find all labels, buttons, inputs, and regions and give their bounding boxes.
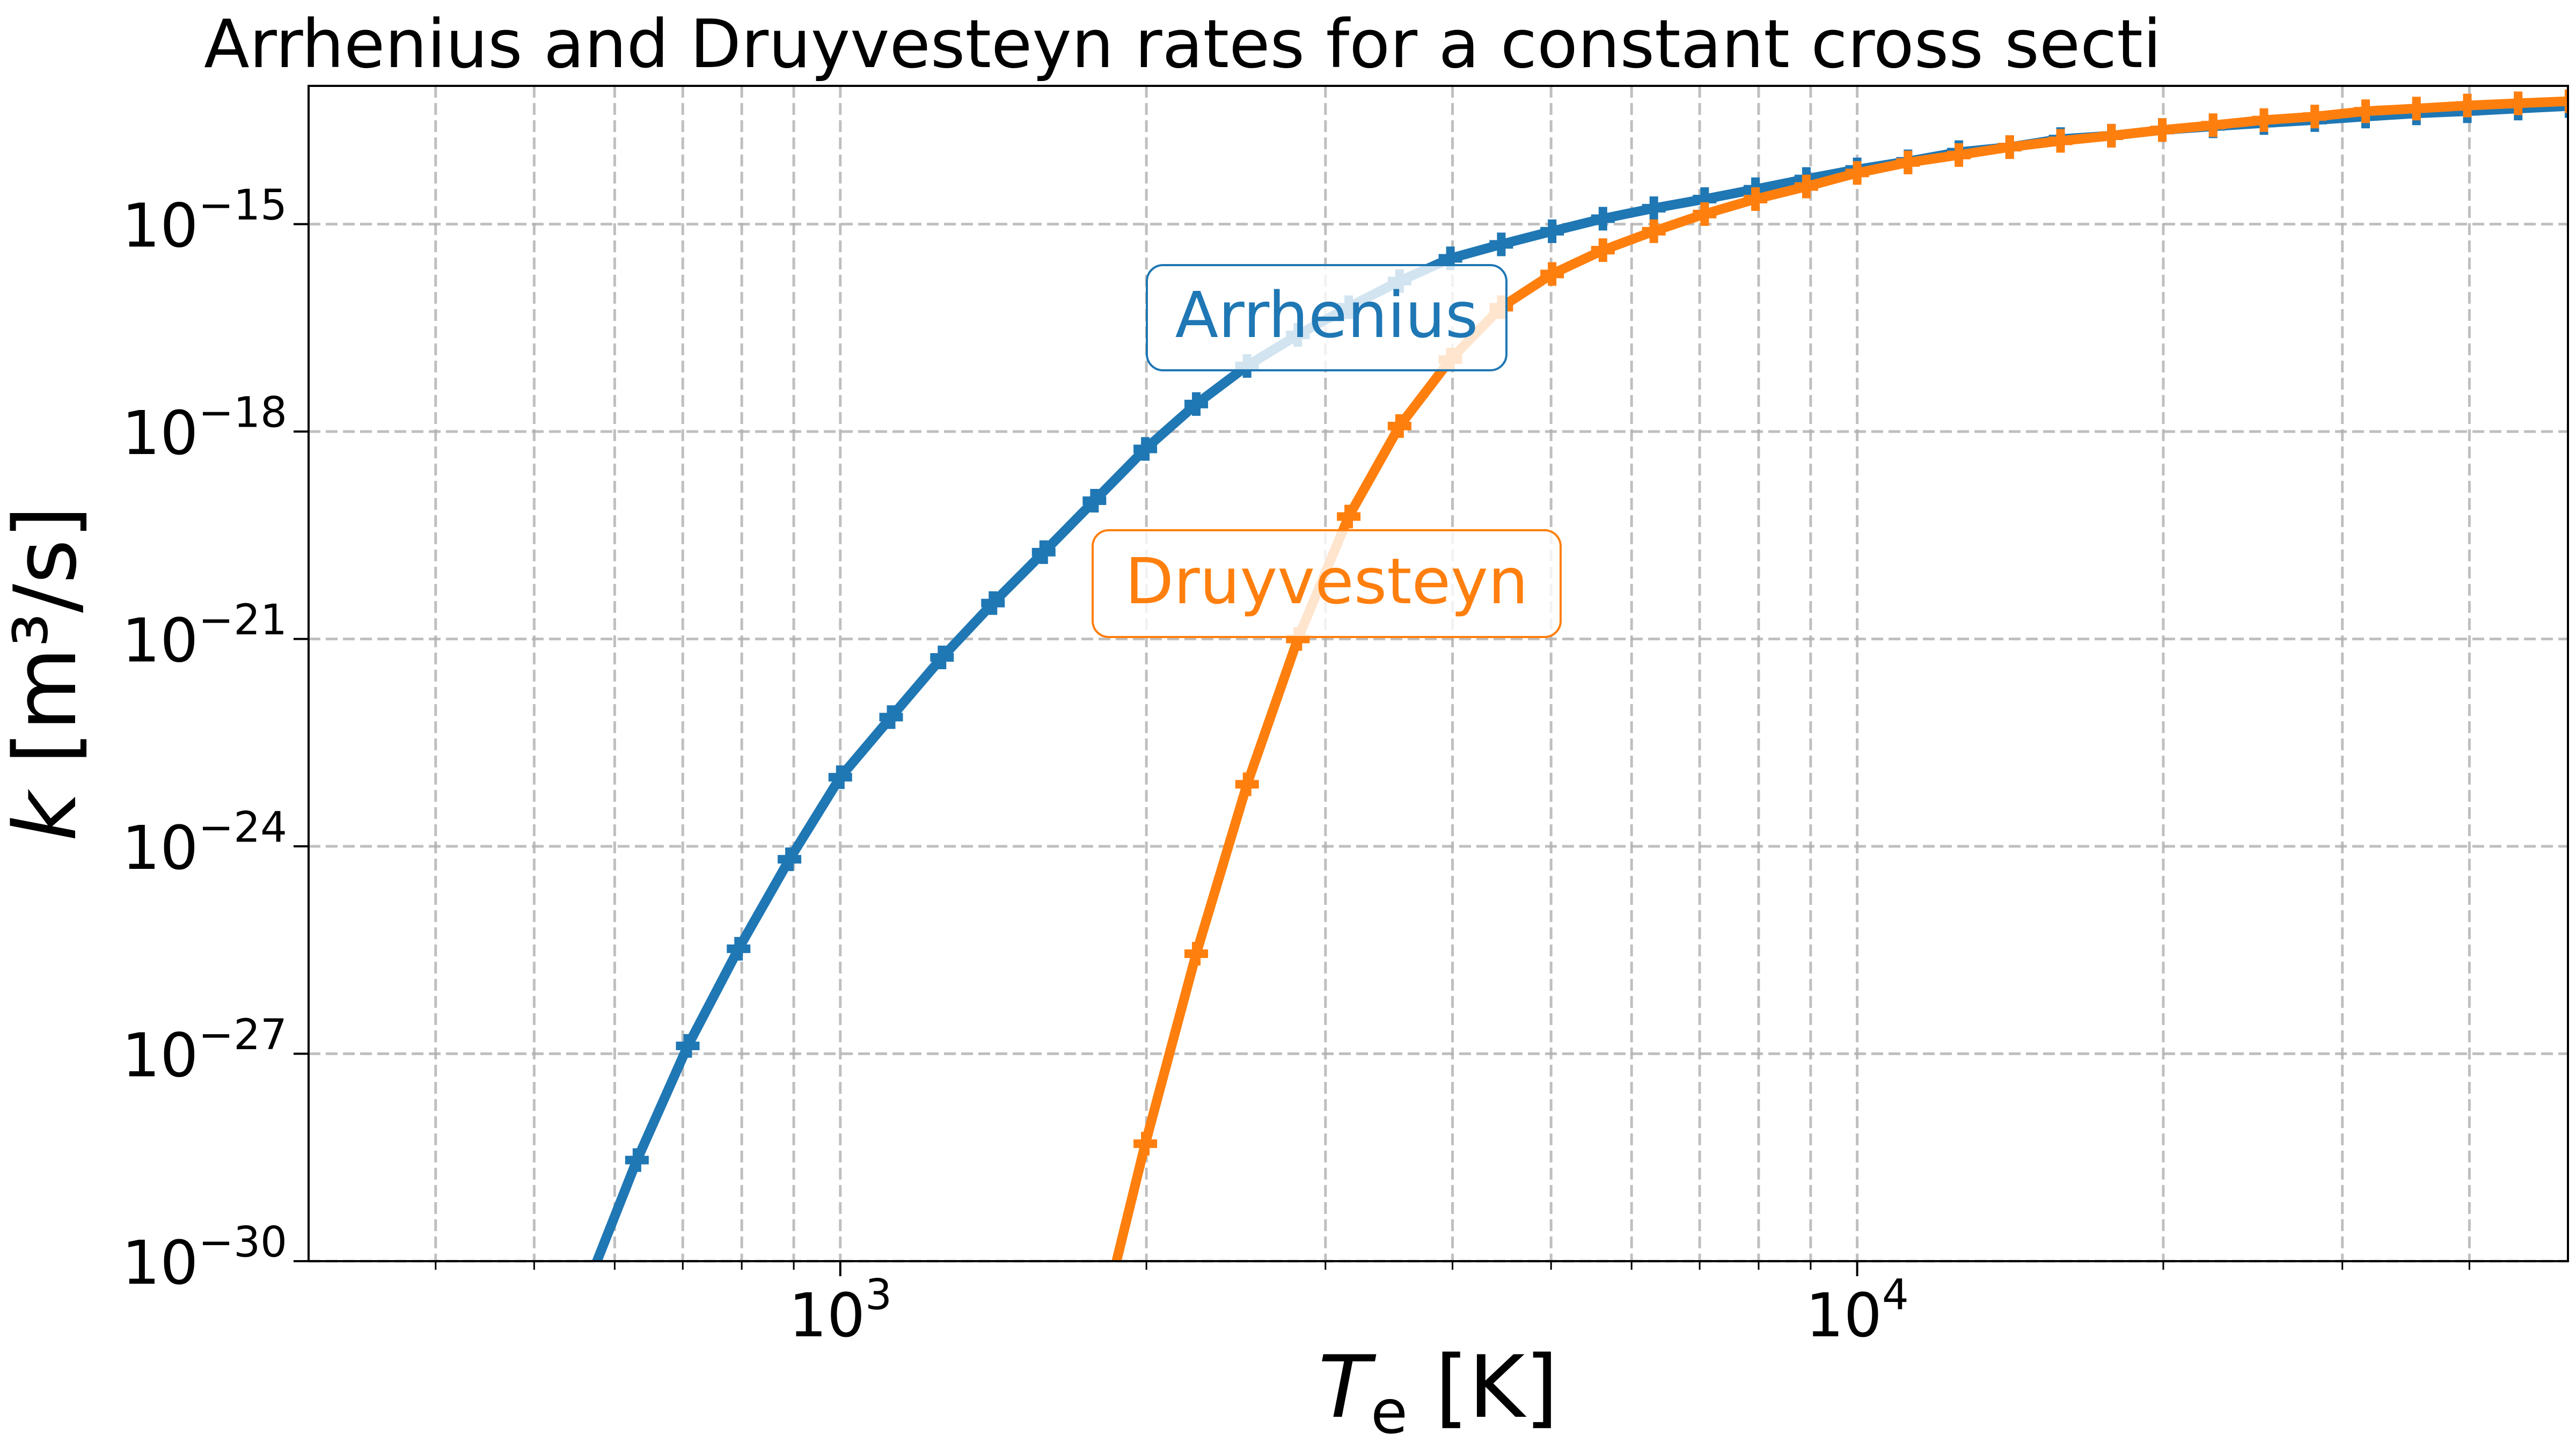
data-point (1540, 262, 1564, 286)
x-axis-label: Te [K] (1318, 1337, 1558, 1447)
data-point (676, 1034, 700, 1058)
data-point (1642, 196, 1666, 220)
data-point (2048, 129, 2073, 153)
data-point (1235, 772, 1259, 796)
chart-title: Arrhenius and Druyvesteyn rates for a co… (204, 6, 2161, 83)
y-tick-label: 10−30 (122, 1218, 287, 1298)
data-point (778, 847, 802, 872)
series-label-box (1092, 529, 1562, 638)
data-point (1744, 187, 1768, 211)
data-point (1438, 246, 1462, 270)
data-point (2353, 99, 2377, 123)
data-point (981, 591, 1005, 615)
data-point (1642, 219, 1666, 243)
data-point (1133, 437, 1158, 461)
data-point (1489, 232, 1513, 257)
data-point (930, 646, 954, 670)
data-point (1031, 540, 1056, 564)
data-point (1082, 488, 1107, 513)
y-tick-label: 10−18 (122, 389, 287, 469)
data-point (1184, 942, 1209, 966)
data-point (1591, 238, 1615, 262)
data-point (2303, 105, 2327, 129)
data-point (879, 705, 903, 729)
data-point (727, 936, 751, 961)
y-axis-label: k [m³/s] (0, 506, 96, 841)
data-point (1387, 414, 1411, 438)
data-point (1133, 1132, 1158, 1156)
data-point (1947, 143, 1971, 167)
data-point (1540, 219, 1564, 243)
data-point (1896, 150, 1920, 174)
data-point (1184, 392, 1209, 416)
data-point (1693, 187, 1717, 211)
data-point (1997, 135, 2022, 159)
y-tick-label: 10−15 (122, 181, 287, 261)
data-point (2150, 118, 2175, 142)
data-point (1693, 202, 1717, 226)
data-point (2252, 108, 2276, 132)
series-label: Arrhenius (1175, 278, 1479, 352)
data-point (1794, 174, 1818, 199)
data-point (1591, 207, 1615, 231)
y-tick-label: 10−21 (122, 596, 287, 676)
data-point (2506, 91, 2530, 115)
series-label: Druyvesteyn (1125, 544, 1528, 618)
series-label-box (1146, 264, 1507, 371)
y-tick-label: 10−24 (122, 803, 287, 883)
data-point (625, 1148, 649, 1172)
data-point (2201, 113, 2225, 137)
data-point (828, 765, 852, 789)
data-point (1286, 627, 1310, 651)
data-point (2404, 97, 2428, 121)
data-point (2099, 123, 2124, 148)
data-point (1337, 504, 1361, 529)
ticks: 10−30 10−27 10−24 10−21 10−18 10−15 103 104 (122, 181, 2470, 1351)
x-tick-label: 103 (789, 1271, 892, 1351)
data-point (2455, 93, 2479, 118)
axes-frame (308, 85, 2569, 1262)
data-point (2557, 89, 2568, 113)
x-tick-label: 104 (1805, 1271, 1908, 1351)
data-point (1845, 161, 1869, 185)
y-tick-label: 10−27 (122, 1011, 287, 1091)
